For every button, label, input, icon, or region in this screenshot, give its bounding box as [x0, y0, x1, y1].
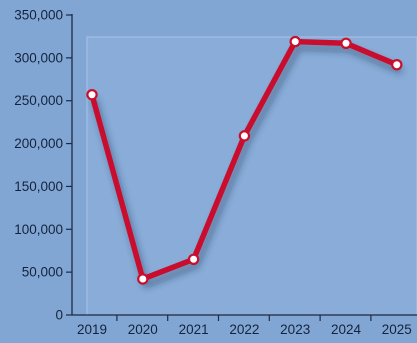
y-tick-label: 0 — [55, 308, 63, 323]
x-tick-label: 2022 — [229, 322, 259, 337]
series-layer — [86, 35, 403, 285]
y-tick-label: 200,000 — [14, 136, 63, 151]
data-point — [238, 130, 251, 142]
data-point — [340, 37, 352, 49]
x-tick-label: 2019 — [77, 322, 107, 337]
axes — [66, 14, 417, 321]
data-point — [86, 89, 98, 101]
y-tick-label: 150,000 — [14, 179, 63, 194]
y-tick-label: 50,000 — [22, 265, 63, 280]
y-tick-label: 350,000 — [14, 8, 63, 23]
data-point — [187, 253, 200, 265]
x-tick-label: 2023 — [280, 322, 310, 337]
plot-area-panel — [86, 36, 417, 316]
data-point — [391, 59, 403, 71]
data-point — [137, 273, 149, 285]
x-tick-label: 2020 — [128, 322, 158, 337]
x-tick-label: 2021 — [179, 322, 209, 337]
data-point — [289, 35, 301, 48]
x-tick-label: 2024 — [331, 322, 362, 337]
y-tick-label: 300,000 — [14, 50, 63, 65]
tick-labels: 0 50,000 100,000 150,000 200,000 250,000 300,0… — [14, 8, 412, 338]
y-tick-label: 250,000 — [14, 93, 63, 108]
x-tick-label: 2025 — [382, 322, 412, 337]
y-tick-label: 100,000 — [14, 222, 63, 237]
